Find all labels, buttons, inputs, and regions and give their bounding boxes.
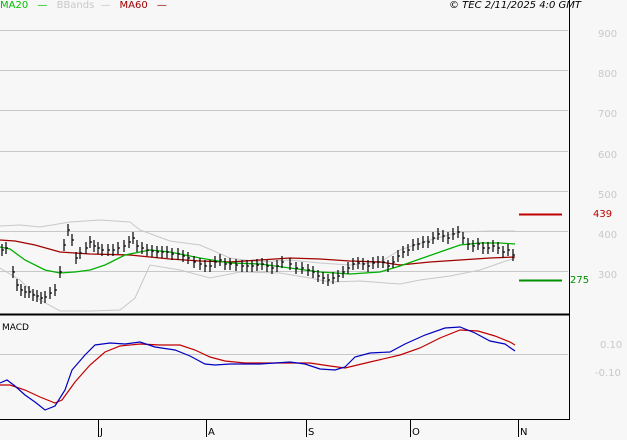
legend: MA20 — BBands — MA60 — (0, 0, 173, 12)
y-tick: 900 (598, 29, 618, 40)
y-tick: 500 (598, 190, 618, 201)
y-tick: 400 (598, 230, 618, 241)
high-marker-label: 439 (593, 209, 613, 220)
copyright: © TEC 2/11/2025 4:0 GMT (449, 0, 581, 11)
month-label: A (208, 427, 215, 438)
legend-ma20: MA20 — (0, 0, 48, 11)
y-tick: 600 (598, 150, 618, 161)
month-label: N (520, 427, 528, 438)
low-marker-label: 275 (570, 275, 590, 286)
month-label: O (412, 427, 420, 438)
y-tick: 300 (598, 270, 618, 281)
y-tick: 700 (598, 109, 618, 120)
month-label: J (100, 427, 103, 438)
month-label: S (308, 427, 315, 438)
legend-bbands: BBands — (56, 0, 111, 11)
macd-tick: 0.10 (600, 340, 623, 351)
macd-title: MACD (2, 323, 29, 333)
y-tick: 800 (598, 69, 618, 80)
macd-tick: -0.10 (595, 368, 621, 379)
legend-ma60: MA60 — (119, 0, 167, 11)
